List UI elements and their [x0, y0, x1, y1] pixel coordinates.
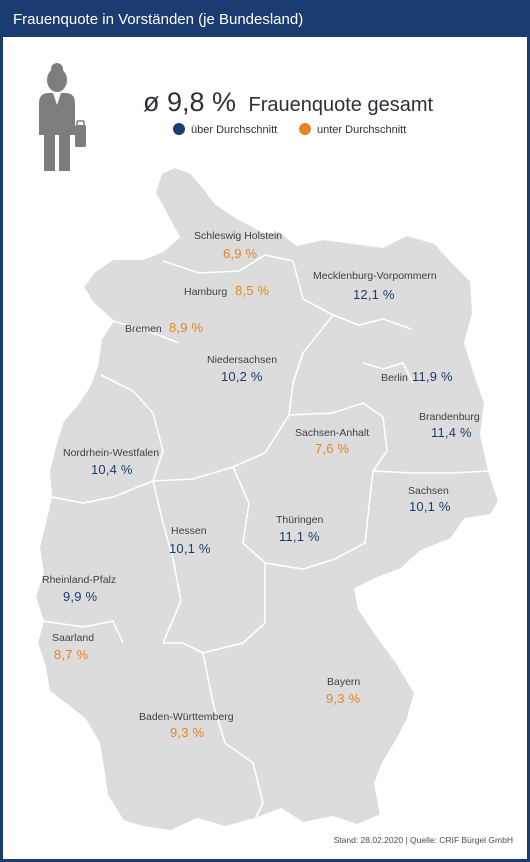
legend-dot-above — [173, 123, 185, 135]
state-value-rheinland-pfalz: 9,9 % — [63, 589, 98, 604]
state-name-niedersachsen: Niedersachsen — [207, 354, 278, 366]
state-value-bayern: 9,3 % — [326, 691, 361, 706]
state-value-bremen: 8,9 % — [169, 320, 204, 335]
state-name-baden-wuerttemberg: Baden-Württemberg — [139, 711, 234, 723]
state-value-sachsen-anhalt: 7,6 % — [315, 441, 350, 456]
state-value-schleswig-holstein: 6,9 % — [223, 246, 258, 261]
state-name-nordrhein-westfalen: Nordrhein-Westfalen — [63, 447, 160, 459]
average-label: Frauenquote gesamt — [248, 94, 434, 116]
legend-label-above: über Durchschnitt — [191, 124, 278, 136]
state-name-sachsen-anhalt: Sachsen-Anhalt — [295, 427, 370, 439]
state-name-sachsen: Sachsen — [408, 485, 449, 497]
state-name-bremen: Bremen — [125, 323, 162, 335]
state-value-saarland: 8,7 % — [54, 647, 89, 662]
legend-dot-below — [299, 123, 311, 135]
legend-below: unter Durchschnitt — [299, 123, 406, 136]
state-value-thueringen: 11,1 % — [279, 529, 320, 544]
state-name-brandenburg: Brandenburg — [419, 411, 480, 423]
germany-map — [33, 165, 501, 833]
state-borders — [42, 254, 490, 820]
state-value-brandenburg: 11,4 % — [431, 425, 472, 440]
legend-label-below: unter Durchschnitt — [317, 124, 407, 136]
state-name-berlin: Berlin — [381, 372, 408, 384]
state-name-bayern: Bayern — [327, 676, 361, 688]
legend-above: über Durchschnitt — [173, 123, 277, 136]
state-value-berlin: 11,9 % — [412, 369, 453, 384]
state-value-baden-wuerttemberg: 9,3 % — [170, 725, 205, 740]
state-value-nordrhein-westfalen: 10,4 % — [91, 462, 133, 477]
state-name-hamburg: Hamburg — [184, 286, 228, 298]
state-name-thueringen: Thüringen — [276, 514, 324, 526]
state-name-schleswig-holstein: Schleswig Holstein — [194, 230, 283, 242]
page-title: Frauenquote in Vorständen (je Bundesland… — [13, 11, 304, 28]
state-name-rheinland-pfalz: Rheinland-Pfalz — [42, 574, 117, 586]
state-value-sachsen: 10,1 % — [409, 499, 451, 514]
state-value-niedersachsen: 10,2 % — [221, 369, 263, 384]
average-value: ø 9,8 % — [143, 87, 237, 117]
state-name-hessen: Hessen — [171, 525, 207, 537]
source-note: Stand: 28.02.2020 | Quelle: CRIF Bürgel … — [333, 835, 513, 845]
average-quota: ø 9,8 % Frauenquote gesamt — [143, 87, 433, 118]
title-bar: Frauenquote in Vorständen (je Bundesland… — [3, 3, 530, 37]
state-name-mecklenburg-vorpommern: Mecklenburg-Vorpommern — [313, 270, 437, 282]
state-value-hamburg: 8,5 % — [235, 283, 270, 298]
businesswoman-icon — [39, 63, 86, 171]
state-value-hessen: 10,1 % — [169, 541, 211, 556]
state-value-mecklenburg-vorpommern: 12,1 % — [353, 287, 395, 302]
state-name-saarland: Saarland — [52, 632, 95, 644]
